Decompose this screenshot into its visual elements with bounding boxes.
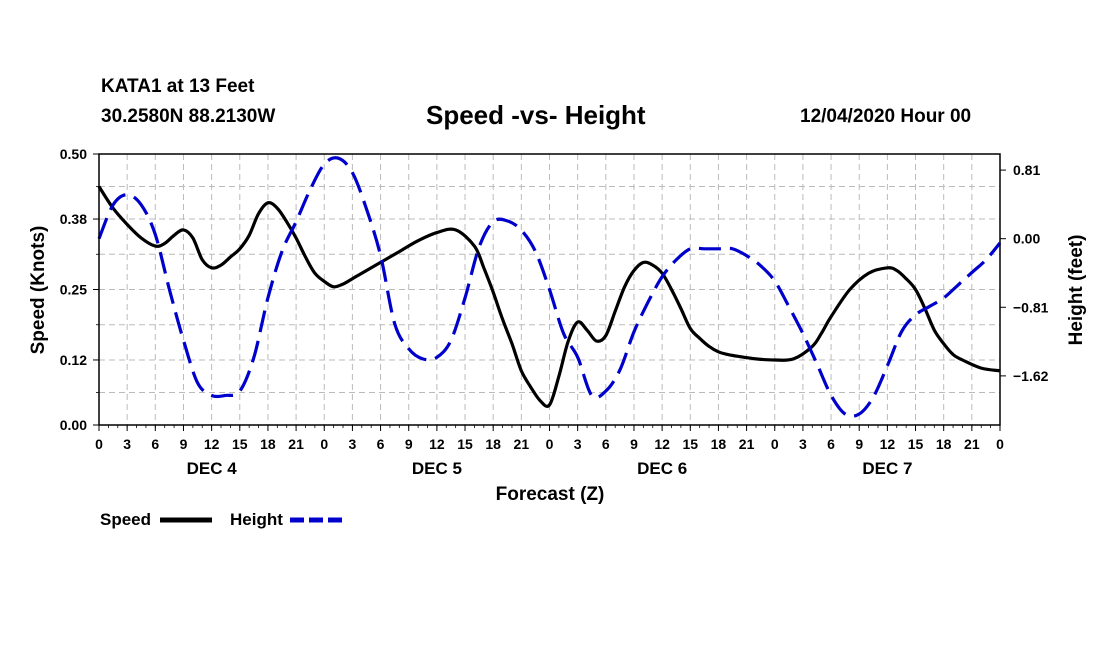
speed-series-line [97, 185, 1001, 408]
x-tick-label: 15 [457, 436, 473, 452]
x-tick-label: 12 [880, 436, 896, 452]
x-axis-label: Forecast (Z) [496, 484, 605, 505]
x-tick-label: 15 [908, 436, 924, 452]
x-tick-label: 18 [260, 436, 276, 452]
y-tick-label: 0.12 [60, 352, 87, 368]
y2-tick-label: −1.62 [1013, 368, 1049, 384]
height-series-line [97, 156, 1002, 418]
x-tick-label: 9 [855, 436, 863, 452]
x-tick-label: 0 [996, 436, 1004, 452]
x-tick-label: 0 [95, 436, 103, 452]
x-tick-label: 3 [799, 436, 807, 452]
legend-speed-label: Speed [100, 510, 151, 529]
x-tick-label: 21 [288, 436, 304, 452]
x-tick-label: 3 [123, 436, 131, 452]
x-tick-label: 9 [180, 436, 188, 452]
x-tick-label: 12 [429, 436, 445, 452]
legend: Speed Height [100, 510, 342, 529]
x-tick-label: 0 [771, 436, 779, 452]
legend-height-label: Height [230, 510, 283, 529]
x-tick-label: 18 [936, 436, 952, 452]
y2-tick-label: −0.81 [1013, 299, 1049, 315]
x-tick-label: 9 [405, 436, 413, 452]
series-layer [97, 156, 1002, 418]
x-tick-label: 21 [964, 436, 980, 452]
x-tick-label: 12 [654, 436, 670, 452]
day-label: DEC 4 [187, 459, 238, 478]
x-tick-label: 6 [827, 436, 835, 452]
x-tick-label: 15 [682, 436, 698, 452]
x-tick-label: 9 [630, 436, 638, 452]
x-tick-label: 21 [514, 436, 530, 452]
y2-axis-label: Height (feet) [1066, 235, 1087, 346]
x-tick-label: 15 [232, 436, 248, 452]
axis-layer: 0 3 6 9 12 15 18 21 0 3 6 9 12 15 18 21 0 3 6 9 12 15 18 21 0 3 6 9… [60, 146, 1049, 478]
day-label: DEC 7 [862, 459, 912, 478]
station-coordinates: 30.2580N 88.2130W [101, 106, 276, 127]
x-tick-label: 6 [151, 436, 159, 452]
x-tick-label: 0 [546, 436, 554, 452]
x-tick-label: 18 [485, 436, 501, 452]
x-tick-label: 21 [739, 436, 755, 452]
day-label: DEC 6 [637, 459, 687, 478]
forecast-datetime: 12/04/2020 Hour 00 [800, 106, 972, 127]
y-tick-label: 0.50 [60, 146, 87, 162]
x-tick-label: 18 [711, 436, 727, 452]
chart-title: Speed -vs- Height [426, 100, 646, 130]
station-label: KATA1 at 13 Feet [101, 76, 255, 97]
y-axis-label: Speed (Knots) [28, 226, 49, 355]
x-tick-label: 6 [602, 436, 610, 452]
y2-tick-label: 0.81 [1013, 162, 1040, 178]
y-tick-label: 0.00 [60, 417, 87, 433]
y-tick-label: 0.25 [60, 282, 87, 298]
x-tick-label: 6 [377, 436, 385, 452]
x-tick-label: 0 [320, 436, 328, 452]
y-tick-label: 0.38 [60, 211, 87, 227]
y2-tick-label: 0.00 [1013, 231, 1040, 247]
x-tick-label: 12 [204, 436, 220, 452]
x-tick-label: 3 [574, 436, 582, 452]
x-tick-label: 3 [349, 436, 357, 452]
day-label: DEC 5 [412, 459, 462, 478]
